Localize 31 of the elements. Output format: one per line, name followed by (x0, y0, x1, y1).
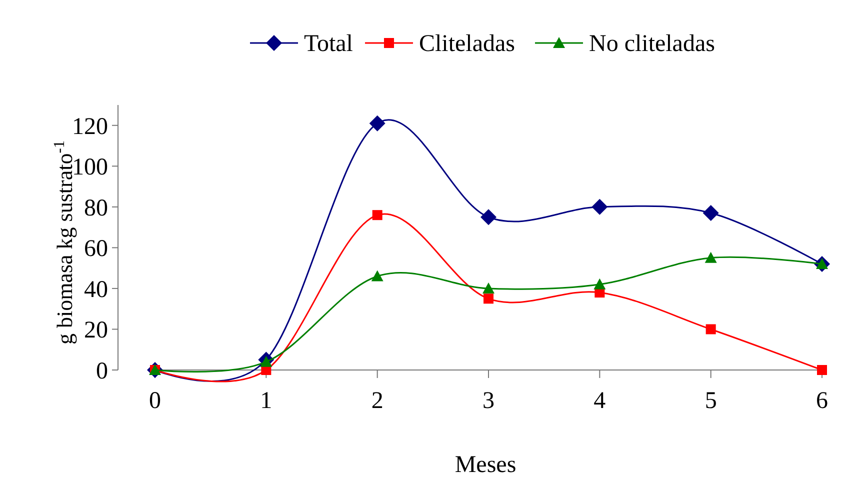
point (371, 270, 384, 282)
point (482, 282, 494, 294)
point (372, 210, 382, 220)
x-tick-label: 2 (371, 388, 384, 414)
x-tick-label: 5 (704, 388, 717, 414)
point (260, 356, 272, 367)
y-tick-label: 80 (84, 195, 108, 222)
legend-label: No cliteladas (589, 31, 715, 57)
point (480, 209, 496, 226)
y-tick-label: 100 (72, 154, 108, 181)
y-tick-label: 60 (84, 236, 108, 262)
point (706, 324, 716, 334)
x-tick-label: 1 (260, 388, 272, 414)
legend-label: Total (304, 31, 354, 57)
y-tick-label: 0 (96, 358, 108, 384)
point (484, 294, 494, 304)
point (592, 198, 608, 215)
x-tick-label: 0 (149, 388, 161, 414)
point (704, 252, 717, 263)
point (369, 115, 386, 132)
point (702, 205, 719, 222)
y-tick-label: 40 (84, 276, 108, 303)
y-tick-label: 120 (72, 114, 108, 140)
point (594, 278, 606, 290)
x-tick-label: 3 (482, 388, 494, 414)
x-tick-label: 4 (594, 388, 606, 414)
point (817, 365, 827, 375)
x-tick-label: 6 (816, 388, 828, 414)
x-axis-title: Meses (454, 452, 516, 478)
y-tick-label: 20 (84, 318, 108, 344)
legend-label: Cliteladas (419, 31, 515, 57)
